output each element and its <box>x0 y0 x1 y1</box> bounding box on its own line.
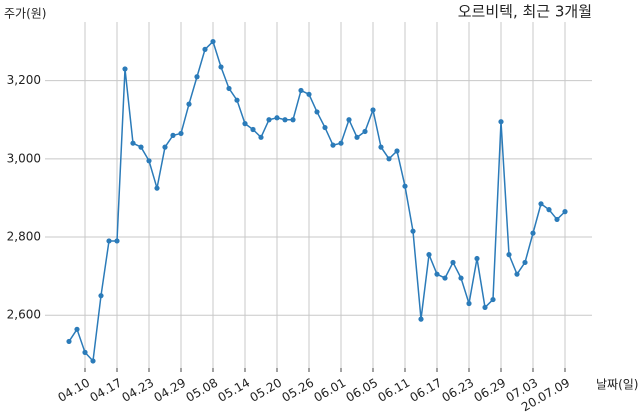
y-axis-label: 주가(원) <box>4 7 46 21</box>
data-point <box>482 304 488 311</box>
x-tick-label: 05.20 <box>247 376 284 405</box>
x-tick-label: 06.17 <box>407 376 444 405</box>
data-point <box>282 117 288 123</box>
data-point <box>210 38 216 45</box>
x-axis-label: 날짜(일) <box>596 378 638 392</box>
data-point <box>450 259 456 266</box>
data-point <box>522 259 528 266</box>
chart-title: 오르비텍, 최근 3개월 <box>458 3 592 21</box>
data-point <box>410 228 416 234</box>
data-point <box>186 101 192 107</box>
data-point <box>138 144 144 150</box>
data-point <box>274 115 280 121</box>
data-point <box>106 238 112 244</box>
data-point <box>538 201 544 207</box>
data-point <box>90 358 96 364</box>
data-point <box>370 107 376 113</box>
y-tick-label: 2,800 <box>7 230 41 244</box>
data-point <box>218 64 224 70</box>
data-point <box>466 300 472 307</box>
data-point <box>338 140 344 146</box>
data-point <box>82 349 88 355</box>
data-point <box>330 142 336 148</box>
y-tick-label: 3,000 <box>7 151 41 165</box>
data-point <box>530 230 536 236</box>
data-point <box>74 326 80 332</box>
data-point <box>146 158 152 164</box>
data-point <box>162 144 168 150</box>
data-point <box>242 121 248 127</box>
data-point <box>402 183 408 189</box>
data-point <box>290 117 296 123</box>
data-point <box>458 275 464 281</box>
data-point <box>394 148 400 154</box>
x-tick-label: 06.11 <box>375 376 412 405</box>
data-point <box>490 296 496 303</box>
data-point <box>346 117 352 123</box>
x-tick-label: 05.14 <box>215 376 252 405</box>
data-point <box>114 238 120 244</box>
data-point <box>434 271 440 277</box>
data-point <box>154 185 160 191</box>
data-point <box>498 119 504 125</box>
x-tick-label: 06.01 <box>311 376 348 405</box>
x-tick-label: 04.23 <box>119 376 156 405</box>
data-point <box>298 87 304 94</box>
data-point <box>418 316 424 322</box>
x-tick-label: 06.05 <box>343 376 380 405</box>
y-tick-label: 2,600 <box>7 308 41 322</box>
data-point <box>474 255 480 262</box>
data-point <box>122 66 128 72</box>
data-point <box>250 126 256 133</box>
data-point <box>506 252 512 258</box>
x-tick-label: 04.10 <box>55 376 92 405</box>
data-point <box>258 134 264 140</box>
x-tick-label: 06.29 <box>471 376 508 405</box>
data-point <box>234 97 240 103</box>
x-tick-label: 04.29 <box>151 376 188 405</box>
data-point <box>554 216 560 223</box>
data-point <box>322 124 328 131</box>
data-point <box>378 144 384 150</box>
data-point <box>562 209 568 215</box>
data-point <box>386 156 392 162</box>
data-point <box>66 338 72 345</box>
data-point <box>178 130 184 137</box>
data-point <box>194 74 200 80</box>
data-point <box>314 109 320 115</box>
data-point <box>266 117 272 123</box>
data-point <box>202 46 208 52</box>
data-point <box>442 275 448 281</box>
data-point <box>514 271 520 277</box>
data-point <box>98 293 104 299</box>
y-tick-label: 3,200 <box>7 73 41 87</box>
x-tick-label: 04.17 <box>87 376 124 405</box>
line-series <box>68 40 566 363</box>
x-tick-label: 05.08 <box>183 376 220 405</box>
data-point <box>226 85 232 92</box>
x-tick-label: 06.23 <box>439 376 476 405</box>
data-point <box>306 91 312 97</box>
data-point <box>354 134 360 140</box>
data-point <box>426 252 432 258</box>
x-tick-label: 05.26 <box>279 376 316 405</box>
data-point <box>546 207 552 213</box>
data-point <box>130 140 136 146</box>
data-point <box>170 132 176 138</box>
data-point <box>362 128 368 135</box>
